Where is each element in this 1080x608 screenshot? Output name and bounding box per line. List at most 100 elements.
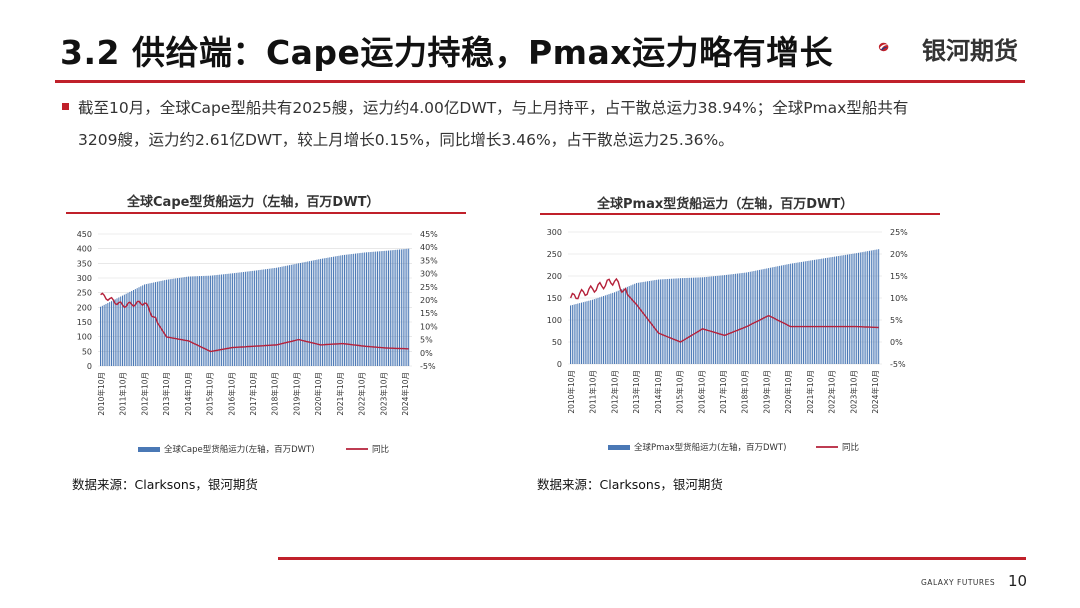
bar xyxy=(338,255,340,366)
bar xyxy=(749,271,751,364)
bar xyxy=(821,258,823,364)
bar xyxy=(595,298,597,364)
bar xyxy=(292,264,294,366)
bar xyxy=(634,283,636,364)
bar xyxy=(364,252,366,366)
x-tick-label: 2024年10月 xyxy=(870,370,880,414)
left-tick-label: 100 xyxy=(547,316,562,325)
bar xyxy=(312,260,314,366)
bar xyxy=(125,293,127,366)
bar xyxy=(608,294,610,364)
bar xyxy=(786,264,788,364)
bar xyxy=(586,301,588,364)
bar xyxy=(158,281,160,366)
bar xyxy=(360,252,362,366)
bar xyxy=(746,272,748,364)
left-tick-label: 300 xyxy=(547,228,562,237)
title-rule xyxy=(55,80,1025,83)
bar xyxy=(197,276,199,366)
bar xyxy=(376,251,378,366)
bar xyxy=(670,278,672,364)
bar xyxy=(779,265,781,364)
bar xyxy=(593,299,595,364)
bar xyxy=(597,297,599,364)
bar xyxy=(780,265,782,364)
left-tick-label: 50 xyxy=(552,338,562,347)
bar xyxy=(162,280,164,366)
bar xyxy=(175,278,177,366)
chart-1-title: 全球Cape型货船运力（左轴，百万DWT） xyxy=(127,195,380,210)
bar xyxy=(654,280,656,364)
bar xyxy=(180,277,182,366)
bar xyxy=(226,273,228,366)
bar xyxy=(698,277,700,364)
x-tick-label: 2010年10月 xyxy=(566,370,576,414)
bar xyxy=(228,273,230,366)
bar xyxy=(208,275,210,366)
bar xyxy=(169,279,171,366)
bar xyxy=(835,256,837,364)
bar xyxy=(100,306,102,366)
bar xyxy=(235,272,237,366)
bar xyxy=(590,300,592,364)
bar xyxy=(166,279,168,366)
page-title: 3.2 供给端：Cape运力持稳，Pmax运力略有增长 xyxy=(60,33,834,72)
bar xyxy=(615,291,617,364)
bar xyxy=(397,249,399,366)
bar xyxy=(230,273,232,366)
chart-2-title-rule xyxy=(540,213,940,215)
bar xyxy=(257,270,259,366)
right-tick-label: 15% xyxy=(420,309,438,318)
bar xyxy=(402,249,404,366)
bar xyxy=(711,276,713,364)
bar xyxy=(305,261,307,366)
bar xyxy=(713,276,715,364)
right-tick-label: 15% xyxy=(890,272,908,281)
x-tick-label: 2018年10月 xyxy=(270,372,280,416)
bar xyxy=(876,249,878,364)
bar xyxy=(147,283,149,366)
bar xyxy=(718,275,720,364)
bar xyxy=(729,274,731,364)
bar xyxy=(669,278,671,364)
bar xyxy=(336,256,338,366)
bar xyxy=(219,274,221,366)
bar xyxy=(854,253,856,364)
bar xyxy=(736,273,738,364)
bar xyxy=(206,275,208,366)
bar xyxy=(144,284,146,366)
bar xyxy=(254,270,256,366)
bar xyxy=(852,253,854,364)
x-tick-label: 2021年10月 xyxy=(805,370,815,414)
right-tick-label: 40% xyxy=(420,243,438,252)
bar xyxy=(202,275,204,366)
bar xyxy=(224,274,226,366)
right-tick-label: 30% xyxy=(420,270,438,279)
left-tick-label: 100 xyxy=(77,333,92,342)
left-tick-label: 0 xyxy=(557,360,562,369)
bar xyxy=(667,278,669,364)
bar xyxy=(626,286,628,364)
bar xyxy=(142,285,144,366)
bar xyxy=(281,266,283,366)
left-tick-label: 150 xyxy=(547,294,562,303)
bar xyxy=(619,289,621,364)
bar xyxy=(790,263,792,364)
bar xyxy=(343,254,345,366)
bar xyxy=(804,261,806,364)
bar xyxy=(817,259,819,364)
bar xyxy=(637,282,639,364)
bar xyxy=(404,249,406,366)
bar xyxy=(298,263,300,366)
bar xyxy=(625,287,627,364)
bar xyxy=(283,266,285,366)
bar xyxy=(592,299,594,364)
bar xyxy=(705,276,707,364)
bar xyxy=(757,270,759,364)
x-tick-label: 2022年10月 xyxy=(357,372,367,416)
x-tick-label: 2019年10月 xyxy=(761,370,771,414)
bar xyxy=(347,254,349,366)
right-tick-label: 35% xyxy=(420,256,438,265)
bar xyxy=(265,269,267,366)
right-tick-label: 5% xyxy=(420,336,433,345)
